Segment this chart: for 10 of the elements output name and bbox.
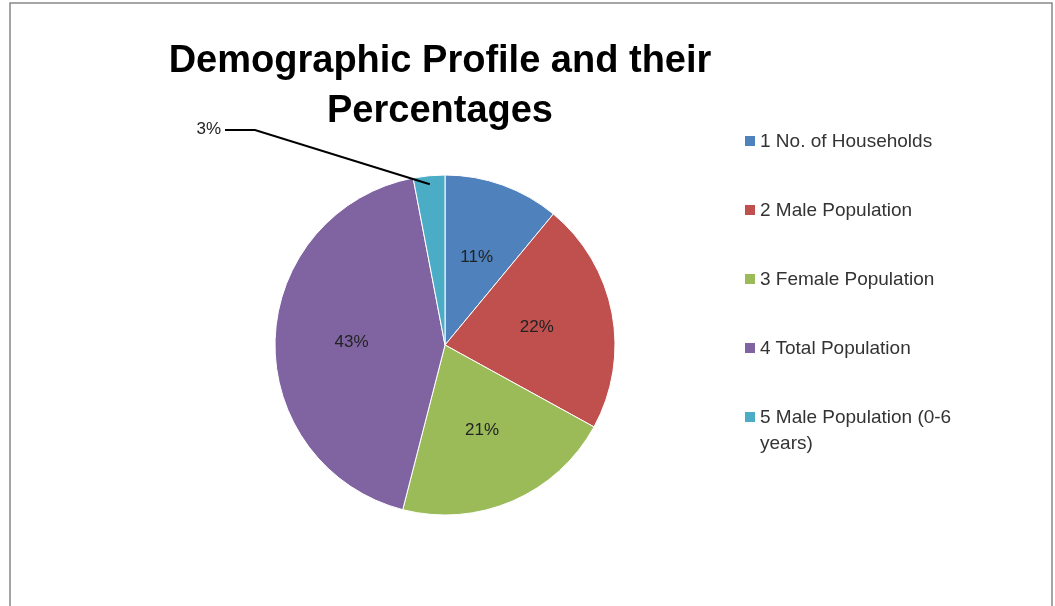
legend-label: 2 Male Population <box>760 199 913 221</box>
legend-label: 4 Total Population <box>760 337 911 359</box>
legend-label: 5 Male Population (0-6 years) <box>760 406 952 454</box>
data-label: 11% <box>460 246 494 266</box>
legend-label: 1 No. of Households <box>760 130 933 152</box>
data-label: 21% <box>465 420 500 440</box>
data-label: 3% <box>196 119 221 139</box>
data-label: 22% <box>519 316 554 336</box>
legend-label: 3 Female Population <box>760 268 935 290</box>
data-label: 43% <box>334 331 369 351</box>
